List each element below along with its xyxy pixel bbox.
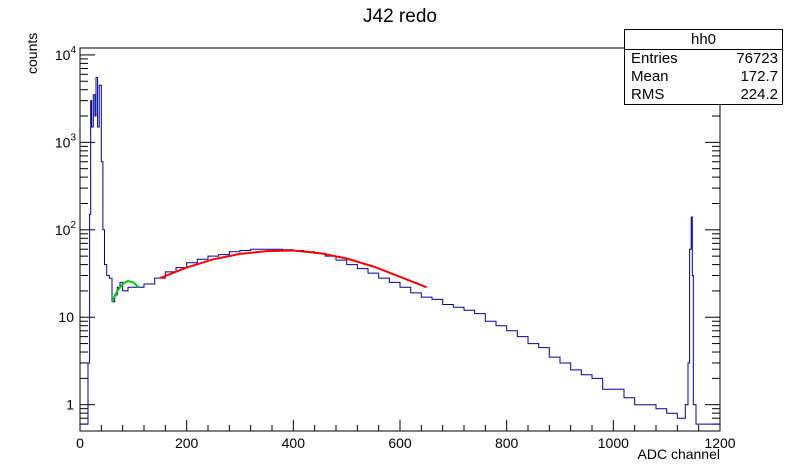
y-axis: 1 10 102 103 104 xyxy=(55,45,720,432)
stats-row-entries: Entries 76723 xyxy=(625,50,782,68)
stats-value: 76723 xyxy=(736,50,778,67)
x-tick-label: 200 xyxy=(175,435,199,451)
stats-value: 172.7 xyxy=(740,68,778,85)
x-axis: 0 200 400 600 800 1000 1200 xyxy=(76,420,736,451)
x-tick-label: 1200 xyxy=(704,435,735,451)
chart-title: J42 redo xyxy=(363,6,437,27)
stats-value: 224.2 xyxy=(740,86,778,103)
y-tick-label: 103 xyxy=(55,132,77,150)
stats-label: RMS xyxy=(631,86,665,103)
x-tick-label: 600 xyxy=(388,435,412,451)
histogram-series xyxy=(80,77,720,425)
plot-frame xyxy=(79,47,721,432)
y-tick-label: 102 xyxy=(55,220,77,238)
x-axis-label: ADC channel xyxy=(637,446,721,462)
y-axis-label: counts xyxy=(24,32,40,74)
y-tick-label: 104 xyxy=(55,45,77,63)
x-tick-label: 1000 xyxy=(598,435,629,451)
fit-curve-1 xyxy=(159,249,428,289)
stats-row-rms: RMS 224.2 xyxy=(625,86,782,104)
x-tick-label: 800 xyxy=(495,435,519,451)
y-tick-label: 1 xyxy=(66,397,74,413)
fit-curves xyxy=(111,249,428,303)
stats-row-mean: Mean 172.7 xyxy=(625,68,782,86)
x-tick-label: 400 xyxy=(282,435,306,451)
stats-label: Entries xyxy=(631,50,678,67)
stats-box: hh0 Entries 76723 Mean 172.7 RMS 224.2 xyxy=(624,29,783,105)
y-tick-label: 10 xyxy=(58,309,74,325)
x-tick-label: 0 xyxy=(76,435,84,451)
stats-title: hh0 xyxy=(625,30,782,50)
stats-label: Mean xyxy=(631,68,669,85)
fit-curve-0 xyxy=(111,279,140,303)
